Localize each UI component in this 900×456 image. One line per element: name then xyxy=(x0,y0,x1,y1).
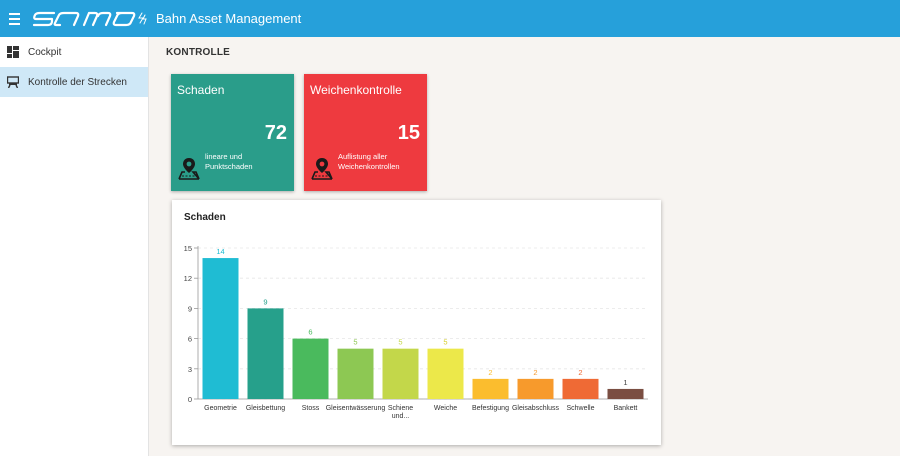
x-tick-label: Weiche xyxy=(434,405,457,412)
bar xyxy=(427,348,464,399)
bar xyxy=(382,348,419,399)
x-tick-label: Gleisbettung xyxy=(246,405,285,412)
bar-value-label: 5 xyxy=(443,338,447,347)
card-title: Weichenkontrolle xyxy=(310,83,402,97)
y-tick-label: 9 xyxy=(188,304,192,313)
samo-logo[interactable] xyxy=(32,9,150,29)
sidebar-item-cockpit[interactable]: Cockpit xyxy=(0,37,148,67)
bar xyxy=(517,378,554,399)
x-tick-label: Geometrie xyxy=(204,405,237,412)
app-title: Bahn Asset Management xyxy=(156,11,302,26)
card-count: 72 xyxy=(264,122,287,144)
bar xyxy=(607,388,644,399)
y-tick-label: 15 xyxy=(184,244,192,253)
sidebar: Cockpit Kontrolle der Strecken xyxy=(0,37,149,456)
bar-value-label: 5 xyxy=(353,338,357,347)
bar xyxy=(472,378,509,399)
x-tick-label: Schiene und... xyxy=(388,405,413,420)
bar-value-label: 2 xyxy=(578,368,582,377)
x-tick-label: Gleisabschluss xyxy=(512,405,560,412)
sidebar-item-kontrolle-der-strecken[interactable]: Kontrolle der Strecken xyxy=(0,67,148,97)
bar-value-label: 2 xyxy=(488,368,492,377)
x-tick-label: Stoss xyxy=(302,405,320,412)
x-tick-label: Schwelle xyxy=(566,405,594,412)
y-tick-label: 3 xyxy=(188,365,192,374)
card-schaden[interactable]: Schaden 72 lineare und Punktschaden xyxy=(171,74,294,191)
y-tick-label: 12 xyxy=(184,274,192,283)
bar-value-label: 1 xyxy=(623,378,627,387)
bar-value-label: 9 xyxy=(263,297,267,306)
page-title: KONTROLLE xyxy=(166,47,231,58)
x-tick-label: Gleisentwässerung xyxy=(326,405,386,412)
y-tick-label: 0 xyxy=(188,395,192,404)
chart-title: Schaden xyxy=(184,212,226,223)
bar xyxy=(562,378,599,399)
bar-value-label: 6 xyxy=(308,328,312,337)
menu-icon[interactable] xyxy=(0,0,28,37)
card-weichenkontrolle[interactable]: Weichenkontrolle 15 Auflistung aller Wei… xyxy=(304,74,427,191)
card-count: 15 xyxy=(397,122,420,144)
card-description: Auflistung aller Weichenkontrollen xyxy=(338,152,400,171)
bar-value-label: 2 xyxy=(533,368,537,377)
top-app-bar: Bahn Asset Management xyxy=(0,0,900,37)
main-content: KONTROLLE Schaden 72 lineare und Punktsc… xyxy=(150,37,900,456)
x-tick-label: Befestigung xyxy=(472,405,509,412)
sidebar-item-label: Kontrolle der Strecken xyxy=(28,76,127,88)
bar xyxy=(202,258,239,399)
train-icon xyxy=(6,75,20,89)
map-pin-icon xyxy=(311,158,333,180)
card-title: Schaden xyxy=(177,83,225,97)
bar xyxy=(292,338,329,399)
bar-value-label: 5 xyxy=(398,338,402,347)
map-pin-icon xyxy=(178,158,200,180)
y-tick-label: 6 xyxy=(188,335,192,344)
card-description: lineare und Punktschaden xyxy=(205,152,253,171)
dashboard-icon xyxy=(6,45,20,59)
x-tick-label: Bankett xyxy=(614,405,638,412)
sidebar-item-label: Cockpit xyxy=(28,46,62,58)
schaden-chart-card: 0 3 6 9 12 15 14 Geometrie 9 Gleisbettung 6 Stoss 5 G… xyxy=(172,200,661,445)
bar xyxy=(247,308,284,399)
bar-value-label: 14 xyxy=(216,247,224,256)
bar xyxy=(337,348,374,399)
